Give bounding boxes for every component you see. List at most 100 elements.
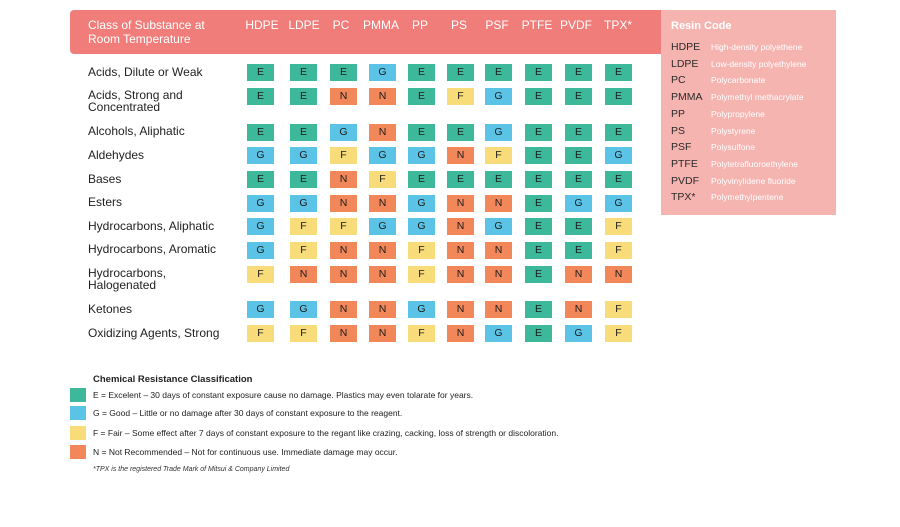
rating-cell: F	[369, 171, 396, 188]
rating-cell: F	[330, 218, 357, 235]
rating-cell: E	[565, 64, 592, 81]
header-band	[70, 10, 670, 54]
column-header-psf: PSF	[485, 18, 509, 32]
resin-name: Polytetrafluoroethylene	[711, 158, 798, 169]
rating-cell: G	[408, 195, 435, 212]
rating-cell: E	[408, 171, 435, 188]
classification-title: Chemical Resistance Classification	[93, 374, 253, 385]
rating-cell: F	[408, 242, 435, 259]
row-label-line: Alcohols, Aliphatic	[88, 124, 185, 138]
rating-cell: F	[290, 325, 317, 342]
rating-cell: E	[565, 242, 592, 259]
column-header-ldpe: LDPE	[288, 18, 320, 32]
row-label-line: Oxidizing Agents, Strong	[88, 326, 220, 340]
rating-cell: F	[605, 218, 632, 235]
column-header-ps: PS	[450, 18, 467, 32]
row-label: Bases	[88, 173, 238, 185]
rating-cell: G	[565, 325, 592, 342]
rating-cell: N	[330, 325, 357, 342]
rating-cell: G	[485, 88, 512, 105]
rating-cell: F	[408, 325, 435, 342]
row-label-line: Bases	[88, 172, 122, 186]
footnote: *TPX is the registered Trade Mark of Mit…	[93, 466, 290, 473]
resin-abbr: PSF	[671, 141, 692, 154]
rating-cell: G	[408, 301, 435, 318]
rating-cell: E	[247, 64, 274, 81]
rating-cell: E	[485, 171, 512, 188]
rating-cell: E	[525, 124, 552, 141]
rating-cell: G	[605, 195, 632, 212]
resin-name: High-density polyethene	[711, 42, 803, 52]
resin-abbr: TPX*	[671, 191, 696, 204]
rating-cell: N	[447, 266, 474, 283]
rating-cell: F	[447, 88, 474, 105]
rating-cell: N	[330, 301, 357, 318]
legend-text: E = Excelent – 30 days of constant expos…	[93, 390, 474, 400]
row-label-line: Hydrocarbons, Aliphatic	[88, 219, 215, 233]
row-label: Alcohols, Aliphatic	[88, 125, 238, 137]
resin-name: Low-density polyethylene	[711, 58, 807, 69]
rating-cell: E	[247, 88, 274, 105]
resin-abbr: PC	[671, 74, 686, 87]
header-title-line-1: Class of Substance at	[88, 18, 205, 32]
resin-abbr: HDPE	[671, 41, 701, 53]
rating-cell: N	[605, 266, 632, 283]
rating-cell: G	[290, 147, 317, 164]
rating-cell: E	[525, 301, 552, 318]
column-header-hdpe: HDPE	[245, 18, 279, 32]
row-label: Ketones	[88, 303, 238, 315]
rating-cell: N	[330, 195, 357, 212]
rating-cell: E	[565, 218, 592, 235]
rating-cell: E	[447, 171, 474, 188]
resin-code-panel: Resin Code HDPE High-density polyethene LD…	[661, 10, 836, 215]
rating-cell: E	[408, 64, 435, 81]
rating-cell: N	[369, 124, 396, 141]
rating-cell: N	[447, 218, 474, 235]
rating-cell: E	[290, 64, 317, 81]
rating-cell: F	[605, 242, 632, 259]
rating-cell: E	[525, 147, 552, 164]
rating-cell: G	[369, 147, 396, 164]
rating-cell: G	[369, 64, 396, 81]
rating-cell: E	[290, 171, 317, 188]
rating-cell: N	[565, 266, 592, 283]
rating-cell: E	[447, 64, 474, 81]
rating-cell: F	[408, 266, 435, 283]
rating-cell: N	[447, 195, 474, 212]
rating-cell: E	[408, 124, 435, 141]
column-header-pc: PC	[332, 18, 350, 32]
rating-cell: N	[485, 242, 512, 259]
rating-cell: N	[330, 266, 357, 283]
rating-cell: N	[447, 242, 474, 259]
rating-cell: E	[485, 64, 512, 81]
rating-cell: N	[485, 301, 512, 318]
rating-cell: N	[290, 266, 317, 283]
rating-cell: G	[247, 301, 274, 318]
rating-cell: E	[525, 218, 552, 235]
legend-text: N = Not Recommended – Not for continuous…	[93, 447, 398, 457]
row-label: Aldehydes	[88, 149, 238, 161]
rating-cell: E	[565, 88, 592, 105]
row-label-line: Hydrocarbons, Aromatic	[88, 242, 217, 256]
rating-cell: E	[525, 171, 552, 188]
rating-cell: F	[330, 147, 357, 164]
resin-abbr: PS	[671, 124, 686, 137]
rating-cell: N	[369, 301, 396, 318]
legend-swatch-f	[70, 426, 86, 440]
resin-name: Polystyrene	[711, 125, 756, 136]
resin-abbr: PVDF	[671, 174, 700, 187]
rating-cell: E	[247, 171, 274, 188]
rating-cell: E	[605, 124, 632, 141]
rating-cell: E	[605, 88, 632, 105]
column-header-pp: PP	[411, 18, 428, 32]
resin-name: Polymethyl methacrylate	[711, 92, 804, 103]
rating-cell: E	[408, 88, 435, 105]
legend-text: F = Fair – Some effect after 7 days of c…	[93, 428, 559, 438]
rating-cell: N	[565, 301, 592, 318]
rating-cell: F	[485, 147, 512, 164]
rating-cell: F	[247, 325, 274, 342]
row-label-line: Concentrated	[88, 100, 161, 114]
rating-cell: E	[247, 124, 274, 141]
rating-cell: G	[408, 147, 435, 164]
